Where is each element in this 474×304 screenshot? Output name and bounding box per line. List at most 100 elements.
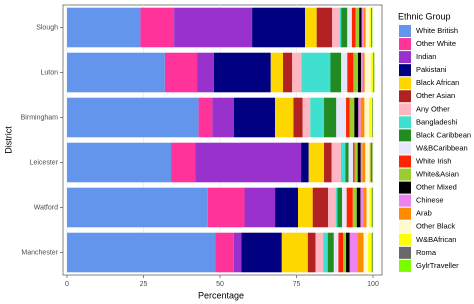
bar-segment	[363, 7, 366, 48]
bar-segment	[365, 142, 370, 183]
bar-segment	[305, 7, 317, 48]
legend-label: Other White	[416, 39, 456, 48]
legend-title: Ethnic Group	[398, 11, 451, 21]
bar-segment	[252, 7, 306, 48]
bar-segment	[233, 97, 276, 138]
bar-segment	[315, 232, 324, 273]
bar-segment	[358, 97, 361, 138]
bar-segment	[358, 52, 362, 93]
y-tick-label: Birmingham	[21, 114, 59, 121]
bar-segment	[342, 187, 347, 228]
bar-segment	[369, 97, 373, 138]
bar-segment	[212, 97, 234, 138]
bar-segment	[339, 7, 342, 48]
bar-segment	[360, 142, 363, 183]
legend-label: Arab	[416, 209, 432, 218]
legend-label: W&BAfrican	[416, 235, 456, 244]
legend-label: White Irish	[416, 156, 451, 165]
bar-segment	[354, 97, 359, 138]
bar-segment	[67, 142, 172, 183]
legend-key	[399, 181, 411, 194]
legend-label: Other Black	[416, 222, 455, 231]
x-tick-label: 100	[367, 281, 379, 288]
bar-segment	[370, 142, 373, 183]
bar-segment	[360, 187, 364, 228]
bar-segment	[330, 52, 342, 93]
bar-segment	[337, 187, 343, 228]
bar-segment	[349, 232, 358, 273]
bar-segment	[361, 52, 363, 93]
bar-segment	[331, 7, 340, 48]
bar-segment	[351, 7, 356, 48]
bar-segment	[174, 7, 253, 48]
bar-segment	[312, 187, 329, 228]
bar-segment	[301, 52, 331, 93]
bar-segment	[372, 97, 373, 138]
y-tick-label: Luton	[40, 69, 58, 76]
y-tick-label: Watford	[34, 204, 58, 211]
bar-segment	[301, 142, 309, 183]
bar-segment	[281, 232, 308, 273]
x-axis-title: Percentage	[198, 290, 244, 300]
bar-segment	[353, 142, 355, 183]
bar-segment	[357, 142, 361, 183]
bar-segment	[198, 97, 213, 138]
bar-segment	[373, 52, 375, 93]
x-tick-label: 0	[65, 281, 69, 288]
bar-segment	[361, 7, 364, 48]
legend-key	[399, 51, 411, 64]
bar-segment	[67, 52, 165, 93]
bar-segment	[364, 52, 371, 93]
bar-segment	[335, 187, 338, 228]
legend-key	[399, 129, 411, 142]
bar-segment	[364, 97, 370, 138]
bar-segment	[355, 7, 360, 48]
legend-label: Other Asian	[416, 91, 455, 100]
bar-segment	[341, 7, 348, 48]
legend-key	[399, 207, 411, 220]
bar-segment	[371, 232, 373, 273]
legend-label: White&Asian	[416, 170, 459, 179]
y-axis-title: District	[3, 126, 13, 154]
bar-segment	[333, 232, 339, 273]
legend-key	[399, 155, 411, 168]
bar-segment	[369, 187, 372, 228]
bar-segment	[356, 187, 361, 228]
legend-key	[399, 38, 411, 51]
bar-segment	[362, 52, 365, 93]
bar-segment	[283, 52, 293, 93]
bar-segment	[308, 142, 325, 183]
bar-segment	[347, 7, 352, 48]
y-tick-label: Leicester	[30, 159, 59, 166]
legend-label: Black Caribbean	[416, 130, 471, 139]
bar-segment	[207, 187, 245, 228]
bar-segment	[370, 52, 374, 93]
bar-segment	[316, 7, 332, 48]
bar-segment	[338, 232, 344, 273]
legend-label: Indian	[416, 52, 436, 61]
bar-segment	[67, 232, 216, 273]
bar-segment	[67, 187, 208, 228]
bar-segment	[363, 187, 367, 228]
bar-segment	[241, 232, 282, 273]
bar-segment	[324, 97, 337, 138]
bar-segment	[197, 52, 214, 93]
bar-segment	[331, 142, 341, 183]
legend-label: Bangladeshi	[416, 117, 458, 126]
bar-segment	[349, 97, 355, 138]
bar-segment	[293, 97, 303, 138]
bar-segment	[363, 232, 369, 273]
plot-panel	[62, 4, 383, 276]
bar-segment	[371, 7, 373, 48]
bar-segment	[369, 7, 372, 48]
x-tick-label: 75	[293, 281, 301, 288]
bar-segment	[328, 187, 336, 228]
x-tick-label: 50	[216, 281, 224, 288]
bar-segment	[348, 142, 354, 183]
bar-segment	[275, 97, 294, 138]
bar-segment	[298, 187, 313, 228]
bar-segment	[307, 232, 316, 273]
bar-segment	[213, 52, 271, 93]
bar-segment	[324, 142, 332, 183]
bar-segment	[347, 52, 354, 93]
